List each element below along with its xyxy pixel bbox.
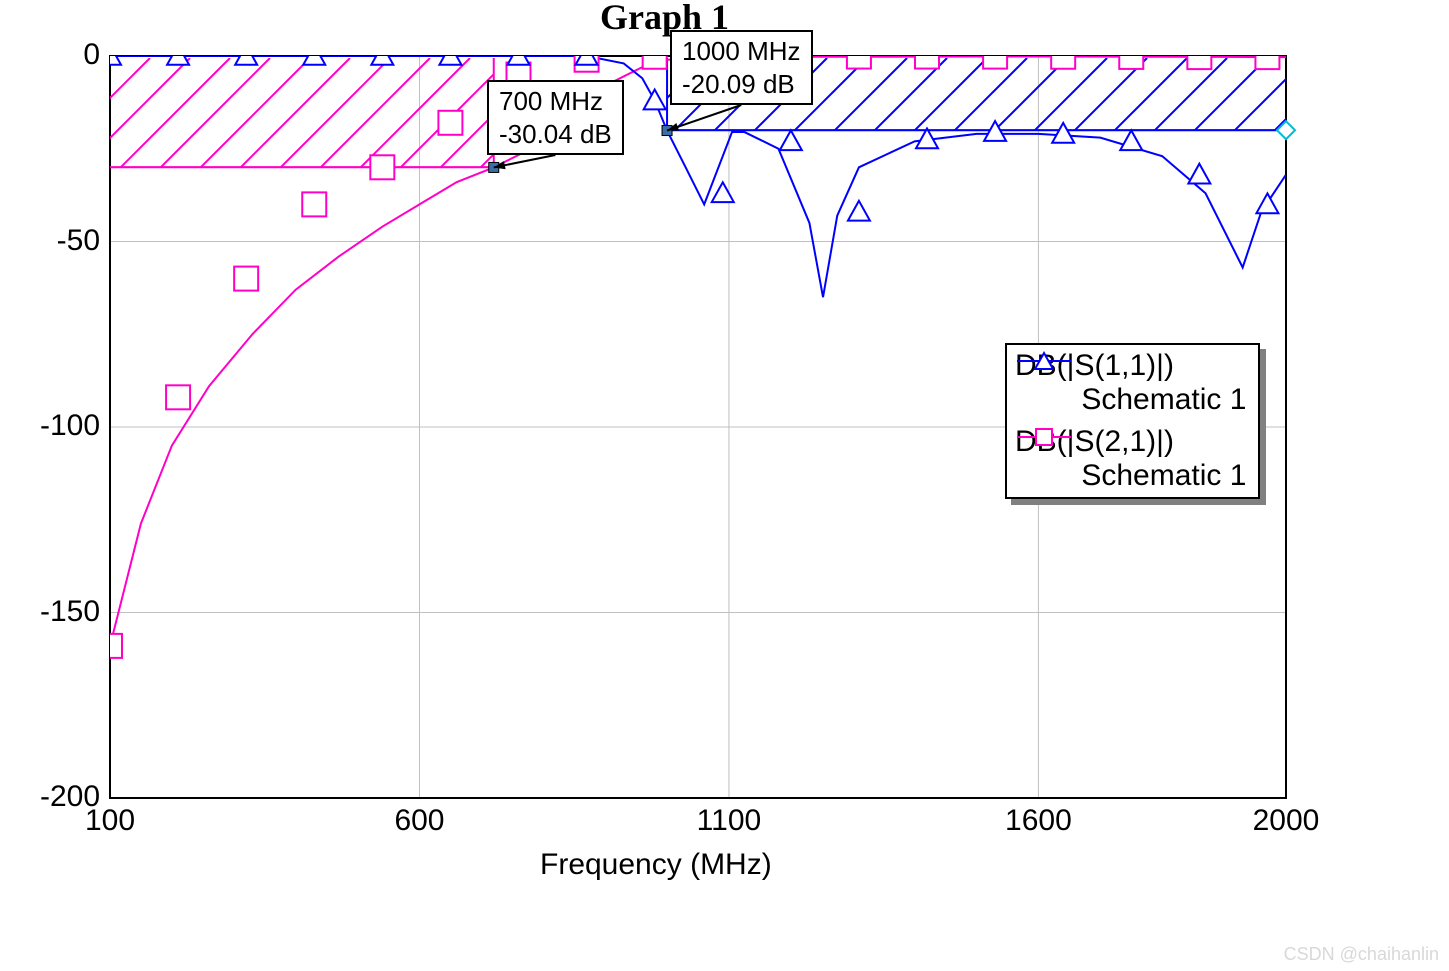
legend-entry-s11[interactable]: DB(|S(1,1)|) Schematic 1 bbox=[1007, 345, 1258, 421]
legend-swatch-s11 bbox=[1015, 349, 1073, 373]
legend-swatch-s21 bbox=[1015, 425, 1073, 449]
legend[interactable]: DB(|S(1,1)|) Schematic 1 DB(|S(2,1)|) Sc… bbox=[1005, 343, 1260, 499]
data-marker-2[interactable]: 1000 MHz -20.09 dB bbox=[670, 30, 813, 105]
legend-s11-source: Schematic 1 bbox=[1081, 383, 1246, 416]
marker-1-val: -30.04 dB bbox=[499, 118, 612, 151]
marker-2-freq: 1000 MHz bbox=[682, 35, 801, 68]
marker-2-val: -20.09 dB bbox=[682, 68, 801, 101]
watermark: CSDN @chaihanlin bbox=[1284, 944, 1439, 965]
data-marker-1[interactable]: 700 MHz -30.04 dB bbox=[487, 80, 624, 155]
marker-1-freq: 700 MHz bbox=[499, 85, 612, 118]
legend-entry-s21[interactable]: DB(|S(2,1)|) Schematic 1 bbox=[1007, 421, 1258, 497]
legend-s21-source: Schematic 1 bbox=[1081, 459, 1246, 492]
